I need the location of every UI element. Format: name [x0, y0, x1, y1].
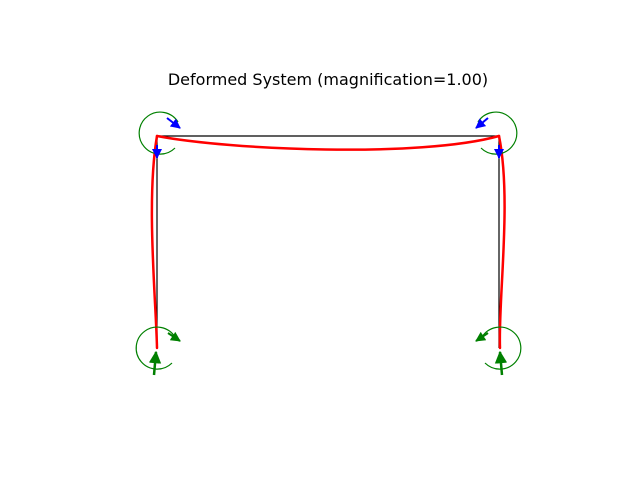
- top-left-moment-arrow: [166, 117, 181, 129]
- right-support-moment-arc: [481, 326, 522, 370]
- top-right-moment-arrow: [475, 117, 489, 129]
- right-support-reaction-arrow: [494, 350, 508, 376]
- top-right-joint-loads: [475, 111, 518, 159]
- left-support-moment-arc: [135, 326, 176, 370]
- right-support-reactions: [475, 326, 522, 376]
- left-support-moment-arrow: [167, 331, 181, 342]
- deformed-beam: [155, 134, 501, 151]
- top-left-joint-loads: [138, 111, 181, 159]
- left-support-reaction-arrow: [148, 350, 162, 376]
- undeformed-frame: [156, 135, 500, 348]
- deformed-right-column: [497, 134, 506, 350]
- top-left-moment-arc: [138, 111, 179, 155]
- deformed-frame: [150, 134, 506, 350]
- diagram-title: Deformed System (magnification=1.00): [168, 70, 488, 89]
- right-support-moment-arrow: [475, 331, 489, 342]
- deformed-left-column: [150, 134, 159, 350]
- left-support-reactions: [135, 326, 181, 376]
- top-right-moment-arc: [477, 111, 518, 155]
